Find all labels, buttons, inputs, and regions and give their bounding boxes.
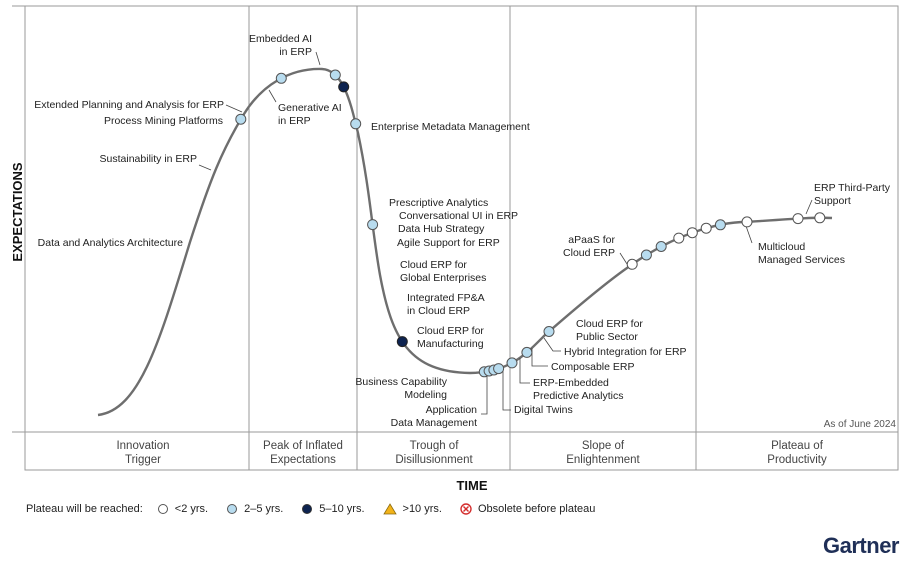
technology-point[interactable]: [338, 81, 350, 93]
legend-item-5to10: 5–10 yrs.: [301, 503, 365, 515]
technology-label: Digital Twins: [514, 404, 573, 416]
technology-label: Cloud ERP for Public Sector: [576, 318, 643, 343]
phase-label: Plateau of Productivity: [767, 440, 827, 466]
technology-labels: Data and Analytics Architecture Sustainab…: [34, 33, 891, 429]
legend-label-gt10: >10 yrs.: [402, 503, 442, 515]
technology-point[interactable]: [275, 72, 287, 84]
phase-labels: Innovation Trigger Peak of Inflated Expecta…: [116, 440, 827, 466]
phase-label: Innovation Trigger: [116, 440, 169, 466]
technology-label: Data Hub Strategy: [398, 223, 485, 235]
legend-label-obsolete: Obsolete before plateau: [477, 503, 596, 515]
technology-point[interactable]: [329, 69, 341, 81]
label-leader-line: [481, 373, 488, 415]
label-leader-line: [531, 348, 548, 367]
label-leader-line: [225, 104, 243, 113]
label-leader-line: [805, 199, 813, 215]
technology-label: Generative AI in ERP: [278, 102, 342, 127]
phase-label: Slope of Enlightenment: [566, 440, 640, 466]
technology-label: Business Capability Modeling: [355, 376, 447, 401]
technology-label: ERP Third-Party Support: [814, 182, 891, 207]
label-leader-line: [268, 89, 277, 103]
label-leader-line: [745, 225, 753, 244]
chart-frame: [24, 5, 899, 471]
hype-cycle-curve: [97, 67, 833, 417]
gartner-logo: Gartner: [823, 533, 899, 558]
legend-marker-gt10: [382, 503, 397, 515]
legend-marker-2to5: [227, 504, 238, 514]
label-leader-line: [619, 252, 628, 265]
as-of-label: As of June 2024: [824, 419, 897, 430]
technology-label: Multicloud Managed Services: [758, 241, 845, 266]
legend-marker-5to10: [302, 504, 313, 514]
technology-label: Composable ERP: [551, 361, 634, 373]
legend-label-lt2: <2 yrs.: [174, 503, 209, 515]
label-leader-line: [315, 51, 321, 66]
technology-point[interactable]: [350, 118, 362, 130]
technology-point[interactable]: [367, 219, 379, 231]
technology-label: Application Data Management: [391, 404, 478, 429]
y-axis-title: EXPECTATIONS: [10, 162, 25, 262]
label-leader-line: [519, 358, 530, 384]
technology-point[interactable]: [396, 336, 408, 348]
technology-label: Data and Analytics Architecture: [38, 237, 183, 249]
technology-point[interactable]: [543, 326, 555, 337]
technology-label: Agile Support for ERP: [397, 237, 500, 249]
label-leader-line: [502, 368, 511, 411]
technology-point[interactable]: [235, 113, 247, 125]
legend-title: Plateau will be reached:: [26, 503, 143, 515]
label-leader-line: [198, 164, 212, 171]
technology-label: Cloud ERP for Global Enterprises: [400, 259, 486, 284]
technology-points: [235, 69, 826, 378]
technology-point[interactable]: [700, 222, 712, 234]
technology-label: Extended Planning and Analysis for ERP: [34, 99, 224, 111]
legend-item-obsolete: Obsolete before plateau: [460, 503, 595, 515]
technology-label: Enterprise Metadata Management: [371, 121, 530, 133]
x-axis-title: TIME: [456, 478, 487, 493]
technology-label: aPaaS for Cloud ERP: [563, 234, 615, 259]
technology-point[interactable]: [626, 258, 638, 270]
technology-label: Process Mining Platforms: [104, 115, 223, 127]
technology-point[interactable]: [814, 212, 826, 224]
technology-point[interactable]: [686, 227, 698, 239]
technology-label: Sustainability in ERP: [100, 153, 197, 165]
technology-label: Integrated FP&A in Cloud ERP: [407, 292, 485, 317]
legend-item-lt2: <2 yrs.: [157, 503, 208, 515]
technology-point[interactable]: [493, 363, 505, 375]
hype-cycle-chart: EXPECTATIONS TIME As of June 2024 Innova…: [10, 5, 899, 493]
technology-point[interactable]: [673, 232, 685, 244]
technology-point[interactable]: [741, 216, 753, 228]
technology-label: Hybrid Integration for ERP: [564, 346, 687, 358]
technology-point[interactable]: [792, 213, 804, 225]
technology-point[interactable]: [521, 346, 533, 358]
phase-label: Peak of Inflated Expectations: [263, 440, 343, 466]
legend-marker-obsolete: [460, 503, 472, 515]
legend-marker-lt2: [157, 504, 168, 514]
legend: Plateau will be reached: <2 yrs. 2–5 yrs…: [26, 503, 613, 515]
legend-label-5to10: 5–10 yrs.: [319, 503, 365, 515]
phase-label: Trough of Disillusionment: [395, 440, 473, 466]
technology-point[interactable]: [640, 249, 652, 261]
technology-label: Embedded AI in ERP: [249, 33, 312, 58]
technology-label: Prescriptive Analytics: [389, 197, 488, 209]
label-leader-line: [543, 337, 561, 352]
technology-point[interactable]: [655, 241, 667, 252]
legend-item-gt10: >10 yrs.: [382, 503, 442, 515]
legend-label-2to5: 2–5 yrs.: [244, 503, 284, 515]
technology-label: ERP-Embedded Predictive Analytics: [533, 377, 623, 402]
technology-label: Cloud ERP for Manufacturing: [417, 325, 484, 350]
technology-point[interactable]: [714, 219, 726, 231]
legend-item-2to5: 2–5 yrs.: [226, 503, 283, 515]
technology-point[interactable]: [506, 357, 518, 369]
technology-label: Conversational UI in ERP: [399, 210, 518, 222]
